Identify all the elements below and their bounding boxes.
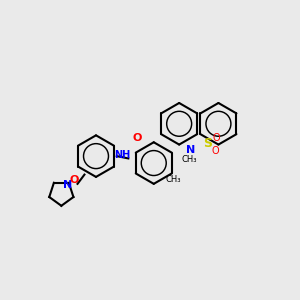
Text: S: S — [203, 137, 212, 150]
Text: O: O — [212, 133, 220, 142]
Text: CH₃: CH₃ — [166, 175, 181, 184]
Text: CH₃: CH₃ — [182, 155, 197, 164]
Text: O: O — [133, 133, 142, 142]
Text: N: N — [186, 145, 195, 155]
Text: N: N — [62, 180, 72, 190]
Text: O: O — [211, 146, 219, 157]
Text: NH: NH — [114, 150, 131, 160]
Text: O: O — [69, 176, 79, 185]
